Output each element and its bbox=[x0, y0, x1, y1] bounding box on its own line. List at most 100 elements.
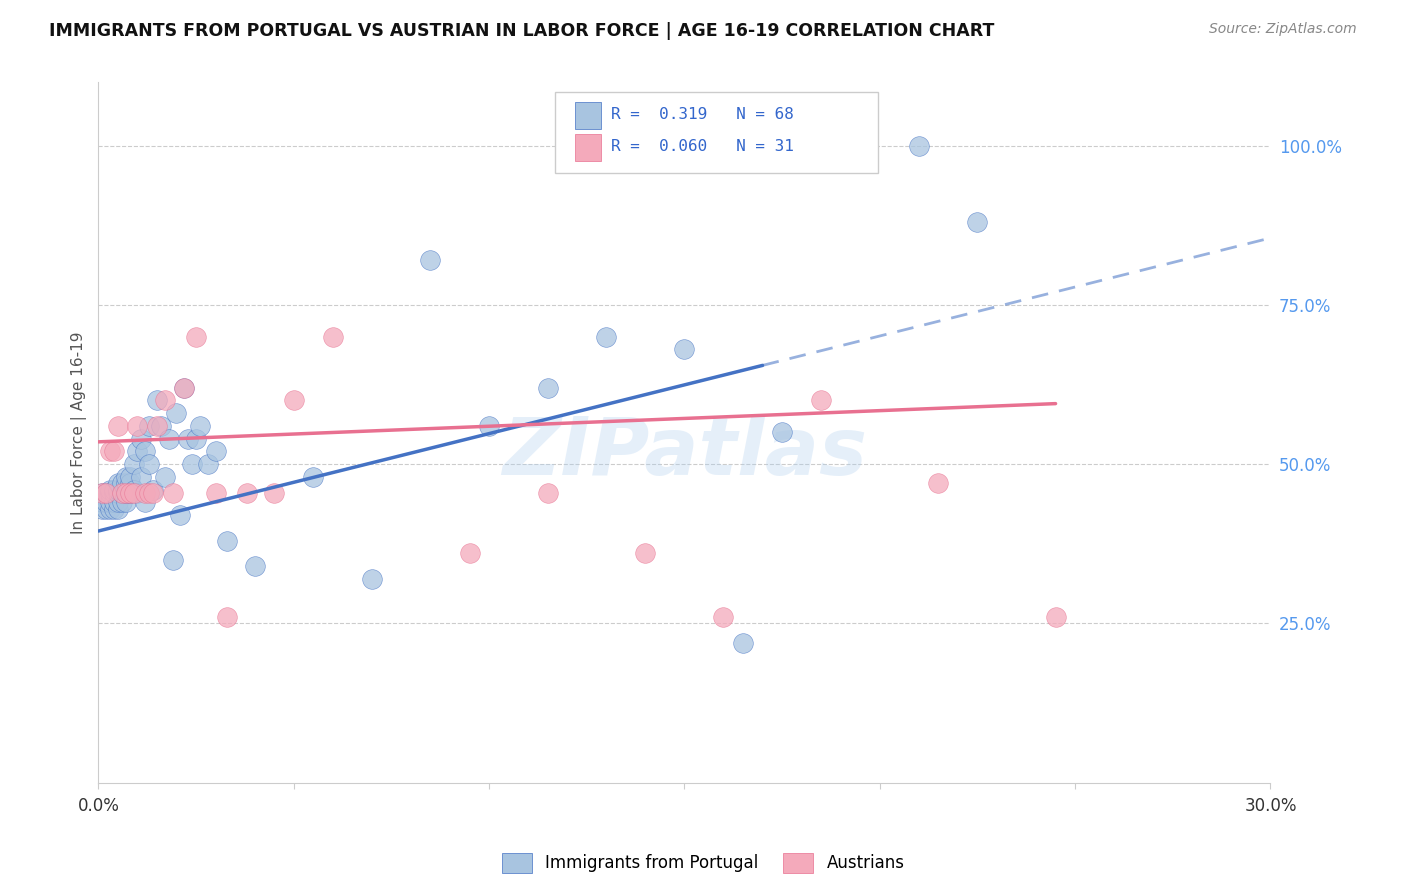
Point bbox=[204, 485, 226, 500]
Point bbox=[157, 432, 180, 446]
Point bbox=[360, 572, 382, 586]
Point bbox=[243, 559, 266, 574]
Point bbox=[114, 495, 136, 509]
Point bbox=[770, 425, 793, 440]
Point bbox=[96, 501, 118, 516]
Point bbox=[107, 501, 129, 516]
Point bbox=[114, 485, 136, 500]
Point bbox=[96, 495, 118, 509]
Point bbox=[1045, 610, 1067, 624]
Point bbox=[162, 552, 184, 566]
Point bbox=[127, 418, 149, 433]
Point bbox=[96, 485, 118, 500]
Point bbox=[177, 432, 200, 446]
Point bbox=[830, 138, 852, 153]
Point bbox=[118, 485, 141, 500]
Point bbox=[114, 470, 136, 484]
Point bbox=[236, 485, 259, 500]
Point bbox=[131, 432, 153, 446]
Point bbox=[98, 483, 121, 497]
Point bbox=[162, 485, 184, 500]
Point bbox=[122, 485, 145, 500]
Point bbox=[107, 483, 129, 497]
Point bbox=[458, 546, 481, 560]
Point bbox=[478, 418, 501, 433]
Point bbox=[138, 485, 160, 500]
Text: R =  0.060   N = 31: R = 0.060 N = 31 bbox=[610, 139, 793, 154]
Point bbox=[153, 470, 176, 484]
Point bbox=[634, 546, 657, 560]
Point bbox=[114, 485, 136, 500]
Legend: Immigrants from Portugal, Austrians: Immigrants from Portugal, Austrians bbox=[495, 847, 911, 880]
Text: IMMIGRANTS FROM PORTUGAL VS AUSTRIAN IN LABOR FORCE | AGE 16-19 CORRELATION CHAR: IMMIGRANTS FROM PORTUGAL VS AUSTRIAN IN … bbox=[49, 22, 994, 40]
Point bbox=[169, 508, 191, 522]
Point bbox=[114, 476, 136, 491]
Point bbox=[419, 253, 441, 268]
Point bbox=[134, 485, 156, 500]
Point bbox=[134, 444, 156, 458]
Point bbox=[107, 476, 129, 491]
Point bbox=[181, 457, 204, 471]
Bar bbox=[575, 103, 602, 128]
Point bbox=[98, 495, 121, 509]
Point bbox=[118, 476, 141, 491]
Text: Source: ZipAtlas.com: Source: ZipAtlas.com bbox=[1209, 22, 1357, 37]
Point bbox=[713, 610, 735, 624]
Point bbox=[111, 476, 134, 491]
FancyBboxPatch shape bbox=[555, 93, 877, 173]
Point bbox=[107, 418, 129, 433]
Point bbox=[111, 485, 134, 500]
Point bbox=[166, 406, 188, 420]
Point bbox=[263, 485, 285, 500]
Bar bbox=[575, 135, 602, 161]
Point bbox=[173, 381, 195, 395]
Point bbox=[107, 495, 129, 509]
Point bbox=[98, 485, 121, 500]
Point bbox=[138, 418, 160, 433]
Point bbox=[98, 501, 121, 516]
Point bbox=[184, 432, 207, 446]
Point bbox=[91, 495, 114, 509]
Point bbox=[142, 485, 165, 500]
Point bbox=[138, 457, 160, 471]
Point bbox=[184, 329, 207, 343]
Point bbox=[91, 485, 114, 500]
Point bbox=[302, 470, 325, 484]
Point bbox=[217, 610, 239, 624]
Point bbox=[118, 485, 141, 500]
Point bbox=[131, 470, 153, 484]
Point bbox=[91, 501, 114, 516]
Point bbox=[322, 329, 344, 343]
Point bbox=[111, 495, 134, 509]
Point bbox=[96, 485, 118, 500]
Point bbox=[204, 444, 226, 458]
Point bbox=[908, 138, 931, 153]
Point bbox=[537, 381, 560, 395]
Point bbox=[966, 215, 988, 229]
Point bbox=[103, 501, 125, 516]
Point bbox=[149, 418, 172, 433]
Point bbox=[103, 495, 125, 509]
Text: R =  0.319   N = 68: R = 0.319 N = 68 bbox=[610, 107, 793, 121]
Y-axis label: In Labor Force | Age 16-19: In Labor Force | Age 16-19 bbox=[72, 331, 87, 533]
Point bbox=[595, 329, 617, 343]
Point bbox=[217, 533, 239, 548]
Point bbox=[118, 470, 141, 484]
Point bbox=[127, 485, 149, 500]
Point bbox=[197, 457, 219, 471]
Point bbox=[146, 418, 169, 433]
Point bbox=[810, 393, 832, 408]
Point bbox=[188, 418, 211, 433]
Point bbox=[103, 444, 125, 458]
Point bbox=[98, 444, 121, 458]
Point bbox=[134, 495, 156, 509]
Point bbox=[146, 393, 169, 408]
Point bbox=[673, 343, 696, 357]
Point bbox=[111, 485, 134, 500]
Point bbox=[103, 483, 125, 497]
Point bbox=[927, 476, 949, 491]
Point bbox=[283, 393, 305, 408]
Point bbox=[122, 457, 145, 471]
Point bbox=[142, 483, 165, 497]
Point bbox=[537, 485, 560, 500]
